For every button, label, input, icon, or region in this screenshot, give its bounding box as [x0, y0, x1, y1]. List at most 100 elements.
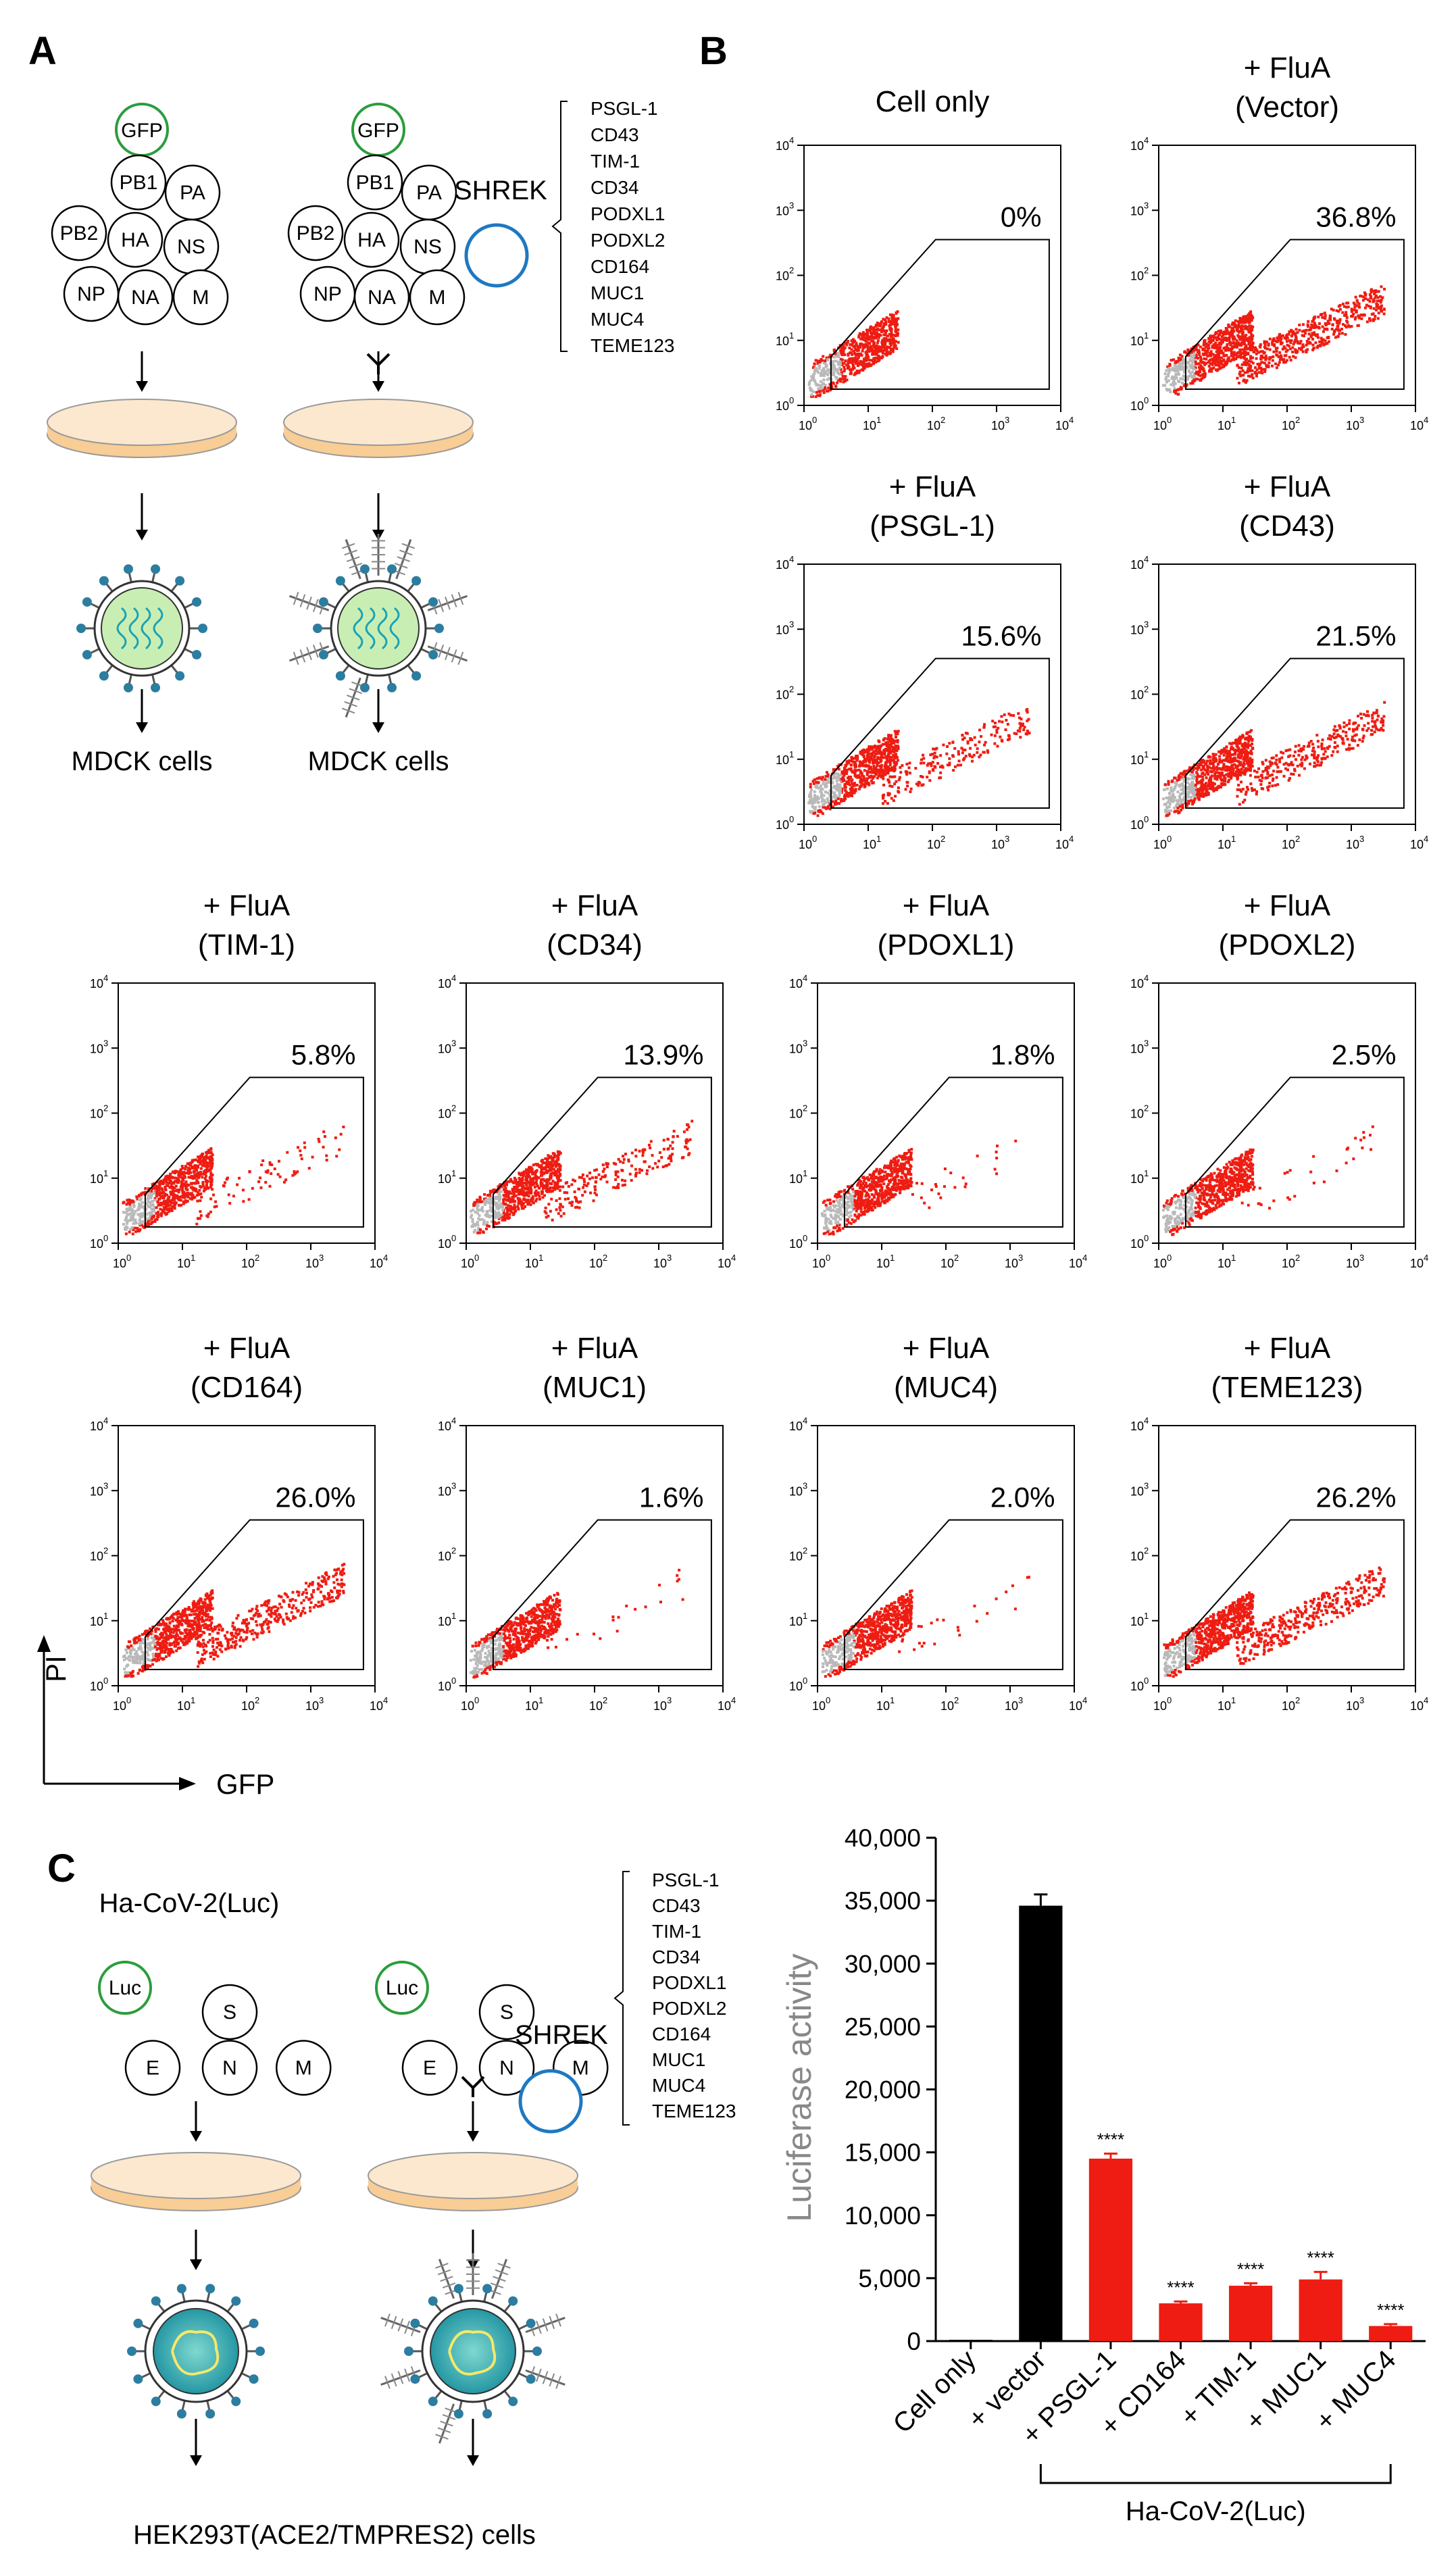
cell-dot: [1279, 340, 1282, 343]
cell-dot: [148, 1201, 151, 1204]
cell-dot: [872, 781, 875, 784]
cell-dot: [890, 759, 893, 762]
cell-dot: [1382, 312, 1386, 316]
cell-dot: [1311, 333, 1315, 336]
cell-dot: [1373, 721, 1376, 724]
x-tick-label: 102: [1282, 834, 1300, 851]
cell-dot: [204, 1164, 207, 1168]
cell-dot: [834, 785, 837, 788]
cell-dot: [1375, 727, 1378, 730]
cell-dot: [1177, 373, 1180, 376]
cell-dot: [888, 735, 891, 738]
cell-dot: [1177, 379, 1180, 382]
cell-dot: [1352, 312, 1355, 316]
cell-dot: [1291, 346, 1295, 349]
cell-dot: [821, 382, 824, 386]
cell-dot: [261, 1159, 265, 1162]
cell-dot: [1225, 755, 1228, 759]
cell-dot: [999, 735, 1002, 738]
cell-dot: [1168, 367, 1171, 370]
cell-dot: [1267, 361, 1271, 364]
cell-dot: [209, 1156, 212, 1159]
cell-dot: [1007, 734, 1011, 738]
cell-dot: [888, 758, 892, 761]
cell-dot: [155, 1186, 159, 1189]
cell-dot: [884, 331, 887, 334]
cell-dot: [820, 793, 824, 796]
cell-dot: [1225, 339, 1228, 343]
cell-dot: [1264, 358, 1267, 361]
cell-dot: [1286, 343, 1289, 347]
cell-dot: [828, 776, 831, 780]
cell-dot: [1197, 793, 1201, 797]
cell-dot: [296, 1170, 299, 1174]
cell-dot: [1257, 366, 1261, 370]
cell-dot: [1209, 334, 1213, 338]
cell-dot: [828, 377, 831, 380]
cell-dot: [1251, 345, 1254, 349]
cell-dot: [129, 1205, 132, 1209]
cell-dot: [832, 355, 836, 359]
cell-dot: [1270, 757, 1274, 760]
cell-dot: [1250, 786, 1253, 790]
cell-dot: [866, 754, 870, 757]
cell-dot: [1215, 788, 1218, 791]
cell-dot: [1230, 776, 1233, 780]
cell-dot: [1174, 785, 1177, 788]
cell-dot: [881, 802, 884, 805]
cell-dot: [840, 787, 844, 790]
cell-dot: [1249, 324, 1253, 328]
cell-dot: [1168, 792, 1172, 795]
cell-dot: [883, 736, 886, 740]
cell-dot: [1292, 330, 1295, 333]
cell-dot: [1365, 320, 1369, 324]
cell-dot: [1182, 370, 1186, 374]
cell-dot: [159, 1191, 162, 1195]
cell-dot: [852, 345, 855, 348]
cell-dot: [970, 759, 974, 763]
cell-dot: [1230, 760, 1233, 763]
cell-dot: [1201, 361, 1205, 364]
cell-dot: [338, 1148, 341, 1151]
cell-dot: [1344, 324, 1347, 327]
cell-dot: [1225, 773, 1228, 776]
cell-dot: [1240, 327, 1244, 330]
cell-dot: [1242, 801, 1245, 804]
cell-dot: [858, 346, 861, 349]
cell-dot: [1289, 341, 1292, 345]
cell-dot: [1006, 722, 1009, 726]
cell-dot: [1206, 348, 1209, 351]
cell-dot: [1235, 738, 1238, 742]
cell-dot: [160, 1192, 164, 1195]
cell-dot: [1201, 775, 1204, 778]
cell-dot: [1372, 711, 1376, 715]
cell-dot: [209, 1174, 213, 1178]
cell-dot: [831, 805, 834, 809]
cell-dot: [824, 365, 828, 368]
cell-dot: [1239, 356, 1242, 359]
cell-dot: [1354, 316, 1357, 320]
cell-dot: [1376, 299, 1379, 303]
cell-dot: [1363, 297, 1367, 300]
cell-dot: [1195, 771, 1199, 774]
cell-dot: [948, 757, 951, 760]
cell-dot: [845, 762, 849, 766]
cell-dot: [884, 341, 887, 345]
cell-dot: [1359, 712, 1363, 716]
cell-dot: [896, 334, 899, 337]
cell-dot: [1232, 357, 1236, 361]
cell-dot: [822, 372, 825, 376]
cell-dot: [1175, 376, 1178, 380]
cell-dot: [1276, 770, 1279, 774]
cell-dot: [884, 799, 887, 803]
cell-dot: [1313, 347, 1316, 350]
cell-dot: [844, 359, 847, 363]
x-tick-exp: 2: [940, 415, 945, 425]
cell-dot: [1275, 758, 1278, 761]
cell-dot: [885, 350, 888, 353]
cell-dot: [1291, 763, 1295, 767]
cell-dot: [161, 1182, 165, 1185]
cell-dot: [1203, 353, 1207, 356]
cell-dot: [890, 316, 894, 319]
cell-dot: [1250, 336, 1253, 340]
